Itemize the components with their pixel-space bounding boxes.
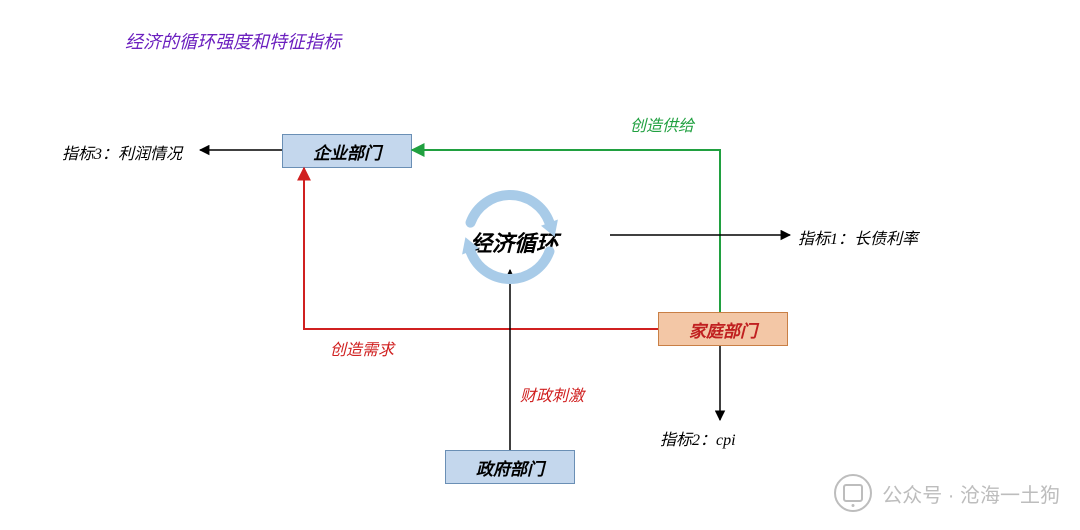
supply-path [412, 150, 720, 312]
watermark-text: 公众号 · 沧海一土狗 [882, 479, 1060, 508]
node-government: 政府部门 [445, 450, 575, 484]
label-demand: 创造需求 [330, 336, 394, 360]
label-metric2: 指标2：cpi [660, 426, 736, 450]
label-metric1: 指标1：长债利率 [798, 225, 918, 249]
label-metric3: 指标3：利润情况 [62, 140, 182, 164]
wechat-icon [834, 474, 872, 512]
node-household: 家庭部门 [658, 312, 788, 346]
diagram-title: 经济的循环强度和特征指标 [125, 28, 341, 54]
label-fiscal: 财政刺激 [520, 382, 584, 406]
node-enterprise: 企业部门 [282, 134, 412, 168]
label-supply: 创造供给 [630, 112, 694, 136]
center-label: 经济循环 [470, 226, 558, 258]
watermark: 公众号 · 沧海一土狗 [834, 474, 1060, 512]
